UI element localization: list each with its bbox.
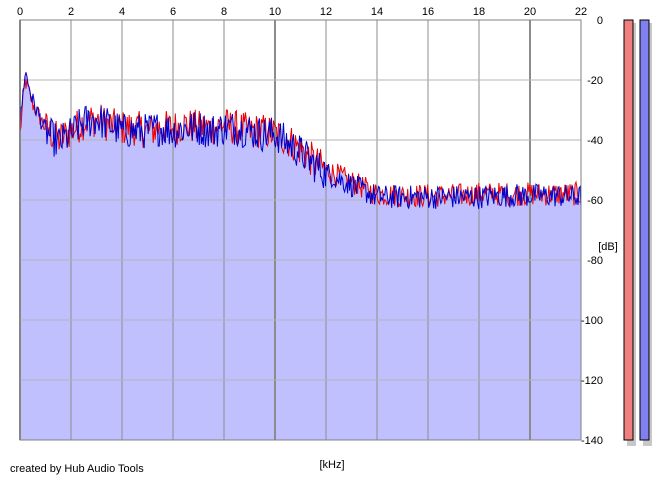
x-tick-label: 20 [524,6,536,18]
y-tick-label: -120 [581,375,603,387]
y-tick-label: 0 [597,15,603,27]
x-tick-label: 16 [422,6,434,18]
x-tick-label: 4 [119,6,125,18]
series-line-1 [19,72,582,210]
x-tick-label: 12 [320,6,332,18]
level-meter-0 [623,19,634,441]
y-tick-label: -100 [581,315,603,327]
x-tick-label: 18 [473,6,485,18]
x-tick-label: 2 [68,6,74,18]
series-line-0 [19,77,582,208]
x-tick-label: 14 [371,6,383,18]
x-tick-label: 0 [17,6,23,18]
spectrum-fill-area [20,72,581,440]
x-tick-label: 6 [170,6,176,18]
x-tick-label: 22 [575,6,587,18]
x-tick-label: 8 [221,6,227,18]
x-axis-label: [kHz] [319,459,344,471]
y-axis-label: [dB] [598,241,618,253]
y-tick-label: -40 [587,135,603,147]
x-tick-label: 10 [269,6,281,18]
y-tick-label: -80 [587,255,603,267]
y-tick-label: -60 [587,195,603,207]
credit-text: created by Hub Audio Tools [10,463,144,475]
level-meter-1 [639,19,650,441]
y-tick-label: -20 [587,75,603,87]
y-tick-label: -140 [581,435,603,447]
plot-frame [19,19,582,441]
